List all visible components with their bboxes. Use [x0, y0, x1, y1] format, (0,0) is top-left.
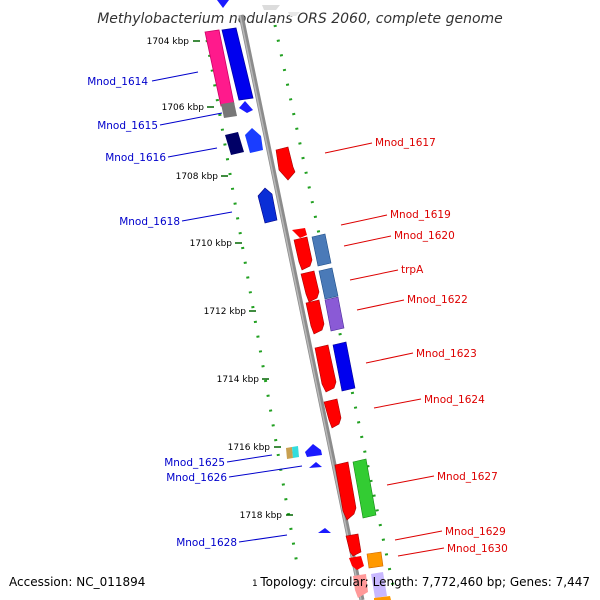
- gene-fragment-bottom-pink[interactable]: [353, 574, 368, 598]
- leader-mnod-1624: [373, 398, 422, 409]
- label-mnod-1615[interactable]: Mnod_1615: [97, 120, 158, 132]
- label-mnod-1617[interactable]: Mnod_1617: [375, 137, 436, 149]
- tick-label-1710: 1710 kbp: [190, 239, 233, 249]
- label-mnod-1619[interactable]: Mnod_1619: [390, 209, 451, 221]
- label-mnod-1616[interactable]: Mnod_1616: [105, 152, 166, 164]
- gene-mnod-1622-partner[interactable]: [324, 296, 345, 332]
- leader-mnod-1630: [397, 547, 445, 557]
- gene-mnod-1627-partner[interactable]: [352, 458, 377, 519]
- label-mnod-1627[interactable]: Mnod_1627: [437, 471, 498, 483]
- left-genes: [204, 0, 331, 533]
- gene-mnod-1628[interactable]: [318, 528, 331, 533]
- leader-mnod-1614: [151, 71, 199, 82]
- left-leader-lines: [151, 71, 303, 543]
- gene-fragment-top-blue[interactable]: [217, 0, 229, 8]
- label-mnod-1614[interactable]: Mnod_1614: [87, 76, 148, 88]
- label-mnod-1629[interactable]: Mnod_1629: [445, 526, 506, 538]
- tick-label-1706: 1706 kbp: [162, 103, 205, 113]
- right-leader-lines: [324, 142, 445, 557]
- leader-mnod-1616: [167, 147, 218, 158]
- gene-mnod-1630[interactable]: [366, 551, 384, 569]
- gene-trpa-partner[interactable]: [318, 267, 339, 300]
- gene-mnod-1629-b[interactable]: [349, 556, 364, 570]
- label-mnod-1625[interactable]: Mnod_1625: [164, 457, 225, 469]
- gene-mnod-1619[interactable]: [292, 228, 307, 238]
- label-mnod-1618[interactable]: Mnod_1618: [119, 216, 180, 228]
- gene-mnod-1620-partner[interactable]: [311, 233, 332, 267]
- leader-mnod-1619: [340, 214, 388, 226]
- tick-label-1714: 1714 kbp: [217, 375, 260, 385]
- tick-label-1708: 1708 kbp: [176, 172, 219, 182]
- kbp-ticks: 1704 kbp 1706 kbp 1708 kbp 1710 kbp 1712…: [147, 37, 293, 521]
- gene-mnod-1625-c[interactable]: [305, 444, 322, 457]
- gene-mnod-1625[interactable]: [286, 447, 293, 459]
- leader-mnod-1620: [343, 235, 392, 247]
- leader-mnod-1626: [228, 465, 303, 478]
- gene-mnod-1615[interactable]: [239, 101, 253, 113]
- gene-mnod-1629[interactable]: [345, 533, 362, 557]
- gene-mnod-1620[interactable]: [293, 236, 313, 271]
- leader-mnod-1615: [159, 112, 223, 126]
- topology-text: Topology: circular; Length: 7,772,460 bp…: [259, 575, 590, 589]
- leader-mnod-1629: [394, 530, 443, 541]
- gene-mnod-1623-partner[interactable]: [332, 341, 356, 392]
- label-mnod-1626[interactable]: Mnod_1626: [166, 472, 227, 484]
- gene-fragment-bottom-orange[interactable]: [374, 596, 391, 600]
- leader-mnod-1627: [386, 475, 435, 486]
- gene-mnod-1616[interactable]: [225, 132, 244, 155]
- gene-fragment-top-lightgrey[interactable]: [288, 12, 300, 16]
- label-mnod-1624[interactable]: Mnod_1624: [424, 394, 485, 406]
- tick-label-1704: 1704 kbp: [147, 37, 190, 47]
- leader-mnod-1618: [181, 211, 233, 222]
- gene-mnod-1627[interactable]: [334, 461, 357, 521]
- gene-mnod-1623[interactable]: [314, 344, 337, 393]
- right-gene-labels: Mnod_1617 Mnod_1619 Mnod_1620 trpA Mnod_…: [375, 137, 508, 555]
- gene-mnod-1614-tail[interactable]: [221, 102, 237, 118]
- left-tick-strand: [205, 39, 300, 571]
- tick-label-1718: 1718 kbp: [240, 511, 283, 521]
- label-mnod-1620[interactable]: Mnod_1620: [394, 230, 455, 242]
- gene-mnod-1624[interactable]: [323, 398, 342, 429]
- gene-fragment-bottom-lilac[interactable]: [371, 572, 387, 598]
- leader-mnod-1617: [324, 142, 373, 154]
- gene-fragment-top-grey[interactable]: [262, 5, 280, 10]
- page-marker: 1: [252, 579, 258, 589]
- map-title: Methylobacterium nodulans ORS 2060, comp…: [97, 11, 503, 27]
- label-trpa[interactable]: trpA: [401, 264, 424, 276]
- leader-mnod-1628: [238, 534, 288, 543]
- label-mnod-1628[interactable]: Mnod_1628: [176, 537, 237, 549]
- gene-trpa[interactable]: [300, 270, 320, 303]
- gene-mnod-1618[interactable]: [257, 187, 278, 224]
- label-mnod-1622[interactable]: Mnod_1622: [407, 294, 468, 306]
- right-genes: [275, 146, 391, 600]
- leader-trpa: [349, 269, 399, 281]
- gene-mnod-1616-partner[interactable]: [245, 128, 263, 153]
- gene-mnod-1626[interactable]: [309, 462, 322, 468]
- gene-mnod-1625-b[interactable]: [292, 446, 299, 458]
- gene-mnod-1622[interactable]: [305, 299, 325, 335]
- leader-mnod-1625: [226, 454, 273, 463]
- accession-text: Accession: NC_011894: [9, 575, 145, 589]
- label-mnod-1630[interactable]: Mnod_1630: [447, 543, 508, 555]
- label-mnod-1623[interactable]: Mnod_1623: [416, 348, 477, 360]
- gene-mnod-1614-partner[interactable]: [221, 27, 254, 101]
- gene-mnod-1617[interactable]: [275, 146, 296, 181]
- left-gene-labels: Mnod_1614 Mnod_1615 Mnod_1616 Mnod_1618 …: [87, 76, 237, 549]
- tick-label-1712: 1712 kbp: [204, 307, 247, 317]
- leader-mnod-1623: [365, 352, 414, 364]
- tick-label-1716: 1716 kbp: [228, 443, 271, 453]
- leader-mnod-1622: [356, 299, 405, 311]
- backbone-highlight: [239, 14, 362, 600]
